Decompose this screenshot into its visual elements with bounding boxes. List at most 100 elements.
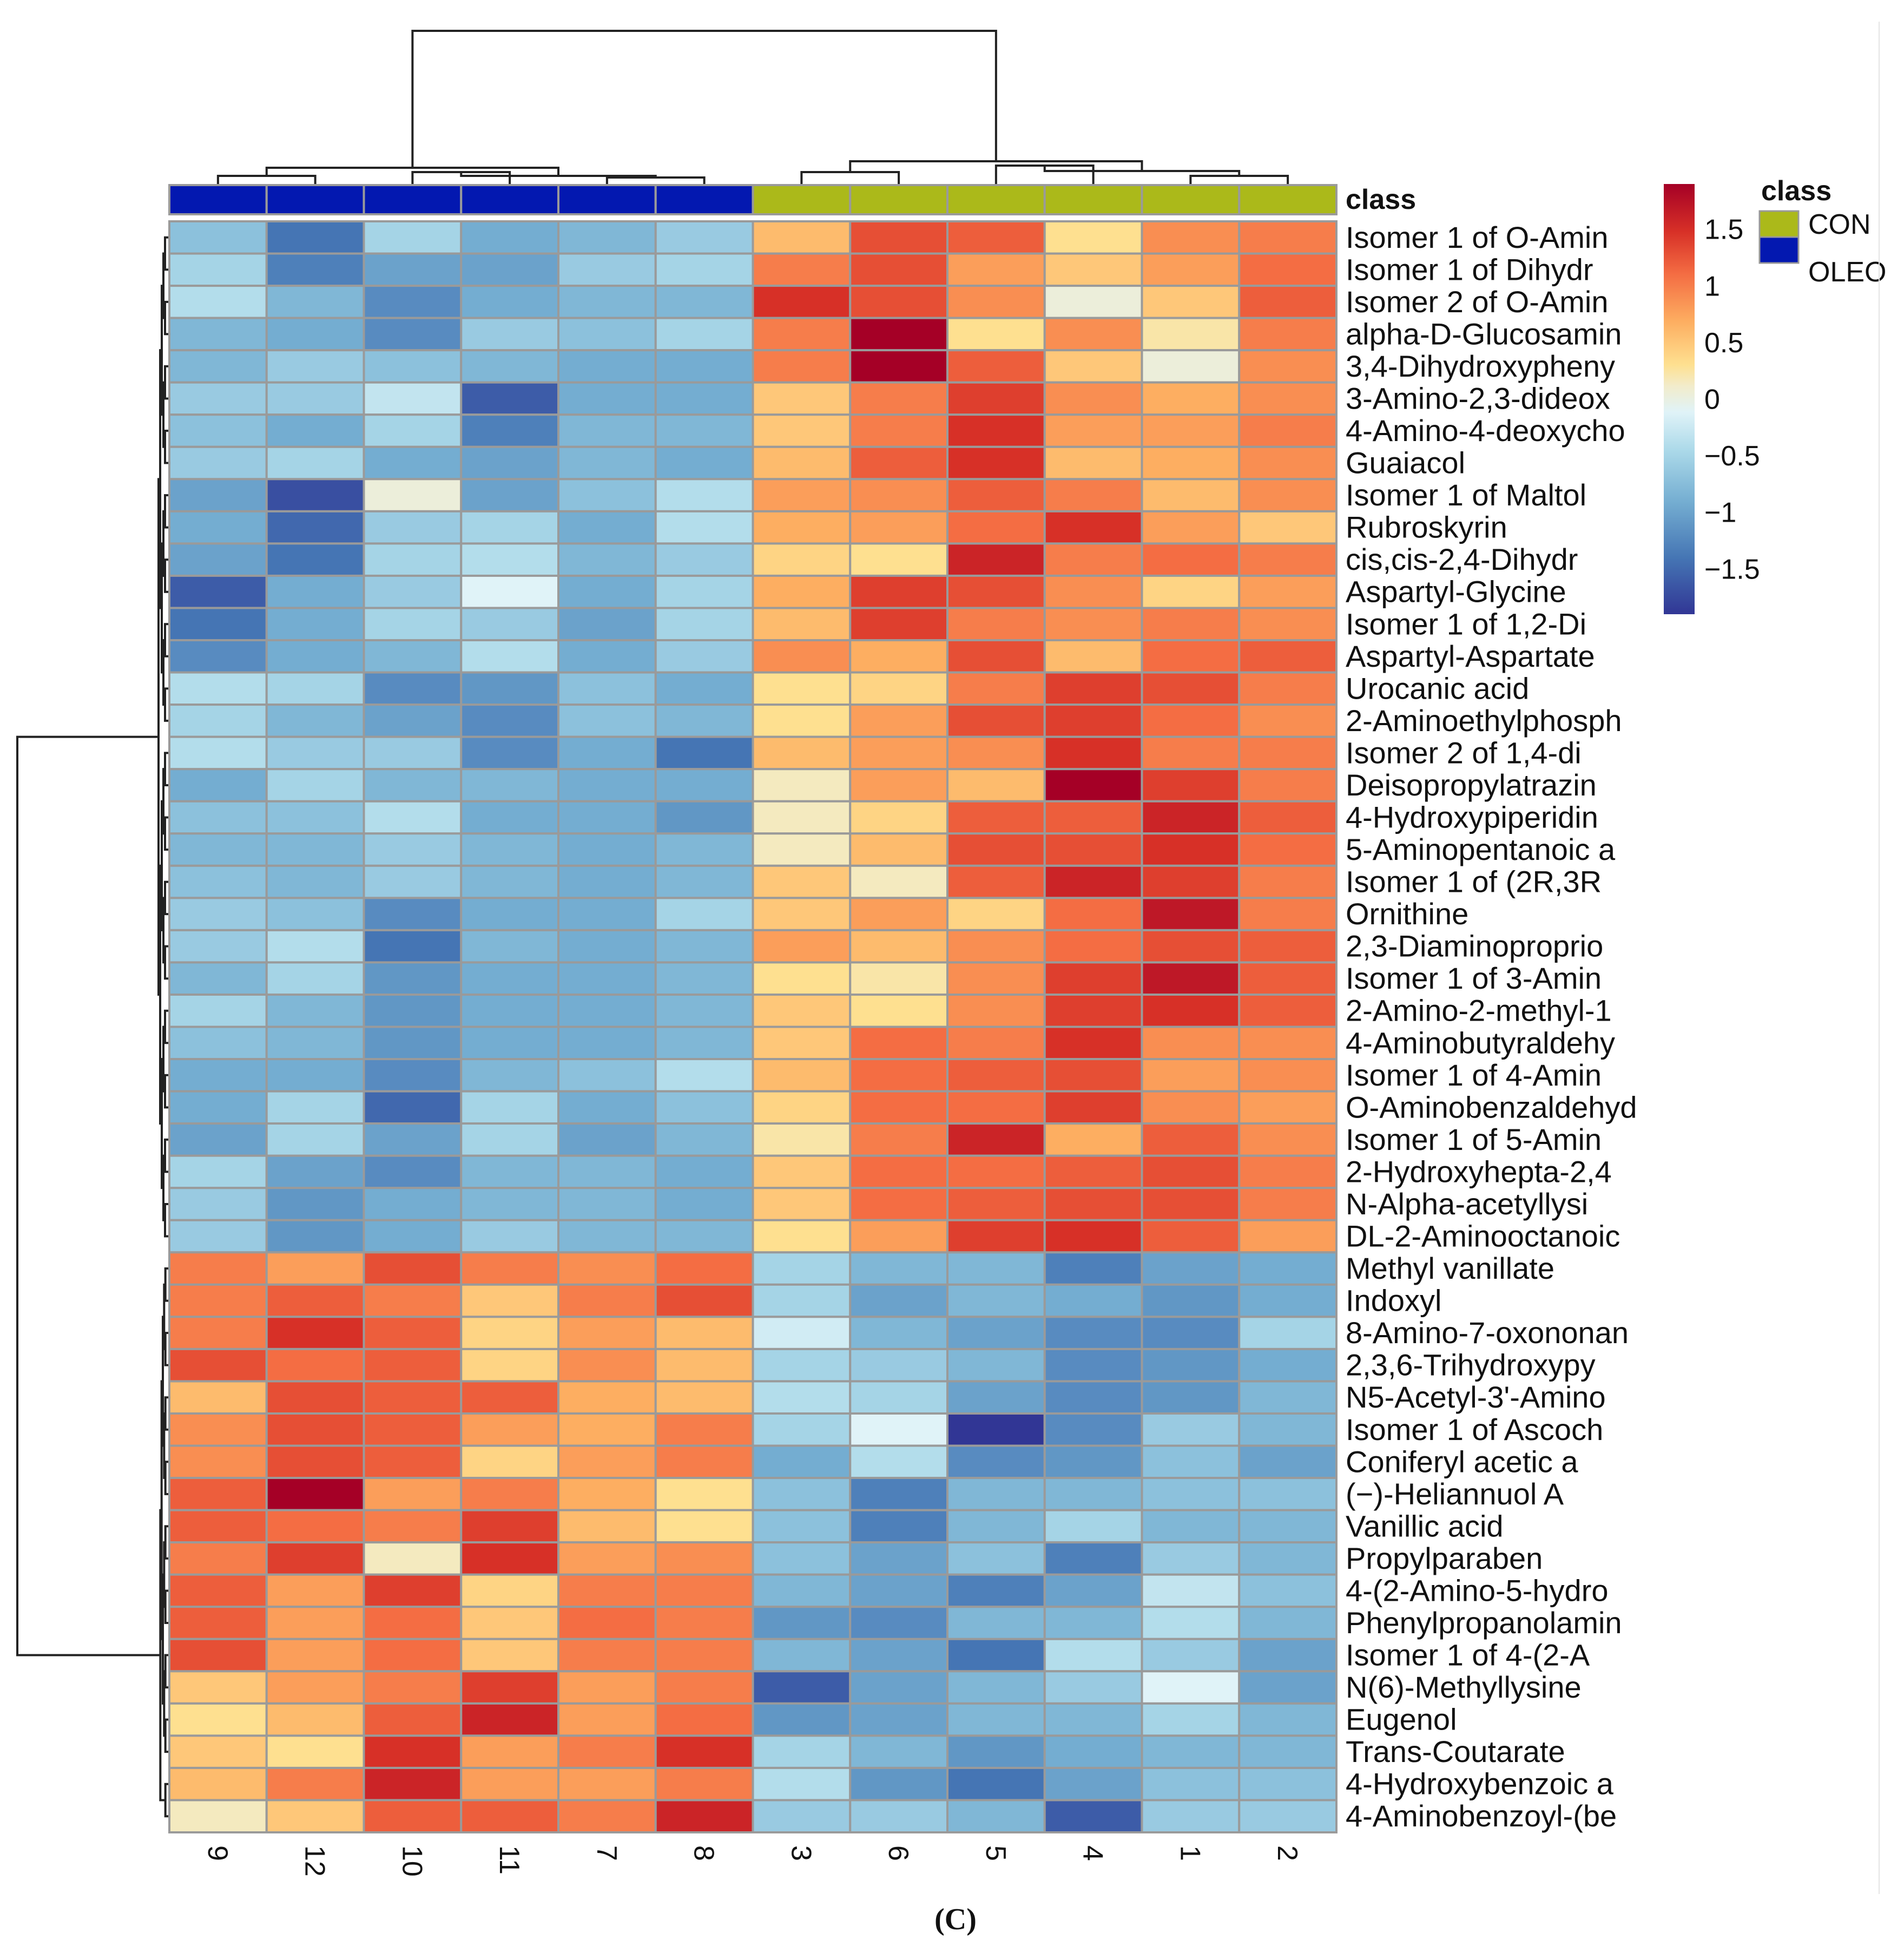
class-bar-cell (168, 184, 268, 215)
heatmap-cell (168, 1316, 268, 1350)
heatmap-cell (1043, 1090, 1143, 1125)
row-label: Isomer 1 of Maltol (1346, 478, 1586, 512)
heatmap-cell (654, 1283, 754, 1318)
class-bar-cell (1043, 184, 1143, 215)
heatmap-cell (1043, 897, 1143, 931)
heatmap-cell (1043, 1477, 1143, 1511)
dendrogram-branch (16, 735, 161, 1656)
heatmap-cell (1238, 864, 1338, 899)
heatmap-cell (752, 1444, 852, 1480)
heatmap-cell (1043, 1799, 1143, 1833)
heatmap-cell (946, 864, 1046, 899)
heatmap-cell (168, 671, 268, 706)
row-label: Propylparaben (1346, 1541, 1543, 1575)
dendrogram-branch (163, 1412, 166, 1480)
heatmap-cell (654, 832, 754, 867)
heatmap-cell (946, 1316, 1046, 1350)
heatmap-cell (168, 1412, 268, 1447)
heatmap-cell (1141, 510, 1241, 545)
heatmap-cell (946, 1509, 1046, 1544)
heatmap-cell (1043, 1380, 1143, 1415)
heatmap-cell (752, 1509, 852, 1544)
heatmap-cell (946, 1412, 1046, 1447)
row-label: Isomer 1 of 1,2-Di (1346, 607, 1586, 641)
heatmap-cell (849, 1638, 948, 1673)
heatmap-cell (849, 381, 948, 416)
heatmap-cell (460, 381, 559, 416)
class-legend-title: class (1761, 175, 1831, 207)
heatmap-cell (946, 704, 1046, 738)
dendrogram-branch (164, 1589, 169, 1624)
heatmap-cell (1238, 1187, 1338, 1221)
heatmap-cell (168, 1638, 268, 1673)
heatmap-cell (1043, 864, 1143, 899)
class-legend-label-con: CON (1808, 209, 1871, 240)
row-label: 2-Aminoethylphosph (1346, 704, 1622, 738)
heatmap-cell (1141, 993, 1241, 1028)
heatmap-cell (752, 1606, 852, 1640)
heatmap-cell (849, 317, 948, 352)
heatmap-cell (363, 1573, 463, 1608)
heatmap-cell (1238, 542, 1338, 577)
heatmap-cell (363, 897, 463, 931)
heatmap-cell (654, 1251, 754, 1286)
colorbar-tick-label: 0.5 (1704, 327, 1743, 359)
heatmap-cell (849, 993, 948, 1028)
heatmap-cell (654, 1606, 754, 1640)
heatmap-cell (752, 381, 852, 416)
column-dendrogram (216, 30, 1289, 184)
heatmap-cell (460, 1766, 559, 1802)
heatmap-cell (168, 1251, 268, 1286)
heatmap-cell (654, 1702, 754, 1737)
heatmap-cell (1141, 1702, 1241, 1737)
class-annotation-bar (168, 184, 1338, 215)
class-bar-cell (1238, 184, 1338, 215)
heatmap-cell (363, 671, 463, 706)
heatmap-cell (557, 864, 657, 899)
heatmap-cell (1043, 381, 1143, 416)
column-label: 12 (299, 1845, 331, 1877)
heatmap-cell (752, 864, 852, 899)
heatmap-cell (1043, 478, 1143, 512)
dendrogram-branch (164, 1461, 169, 1495)
heatmap-cell (363, 1670, 463, 1705)
heatmap-cell (849, 800, 948, 835)
heatmap-cell (265, 1734, 365, 1769)
heatmap-cell (557, 317, 657, 352)
heatmap-cell (363, 832, 463, 867)
heatmap-cell (265, 1025, 365, 1061)
heatmap-cell (946, 993, 1046, 1028)
heatmap-cell (946, 574, 1046, 609)
row-label: 3-Amino-2,3-dideox (1346, 381, 1610, 415)
row-label: 4-Aminobenzoyl-(be (1346, 1799, 1617, 1833)
heatmap-cell (1238, 252, 1338, 287)
dendrogram-branch (605, 176, 706, 184)
heatmap-cell (363, 961, 463, 996)
heatmap-cell (557, 768, 657, 803)
heatmap-cell (1238, 1477, 1338, 1511)
heatmap-cell (654, 381, 754, 416)
heatmap-cell (363, 993, 463, 1028)
heatmap-cell (557, 1509, 657, 1544)
row-label: Isomer 2 of 1,4-di (1346, 735, 1582, 770)
heatmap-cell (460, 220, 559, 255)
heatmap-cell (1141, 1734, 1241, 1769)
heatmap-cell (1238, 510, 1338, 545)
heatmap-cell (1141, 1251, 1241, 1286)
heatmap-cell (946, 1670, 1046, 1705)
heatmap-cell (460, 1702, 559, 1737)
column-label: 10 (396, 1845, 427, 1877)
heatmap-cell (946, 768, 1046, 803)
row-label: 3,4-Dihydroxypheny (1346, 349, 1615, 383)
dendrogram-branch (164, 1267, 169, 1302)
heatmap-cell (460, 478, 559, 512)
heatmap-cell (363, 1122, 463, 1157)
heatmap-cell (363, 478, 463, 512)
heatmap-cell (1238, 1283, 1338, 1318)
heatmap-cell (946, 252, 1046, 287)
heatmap-cell (363, 510, 463, 545)
heatmap-cell (849, 1187, 948, 1221)
heatmap-cell (265, 1316, 365, 1350)
heatmap-cell (557, 1283, 657, 1318)
heatmap-cell (1238, 317, 1338, 352)
